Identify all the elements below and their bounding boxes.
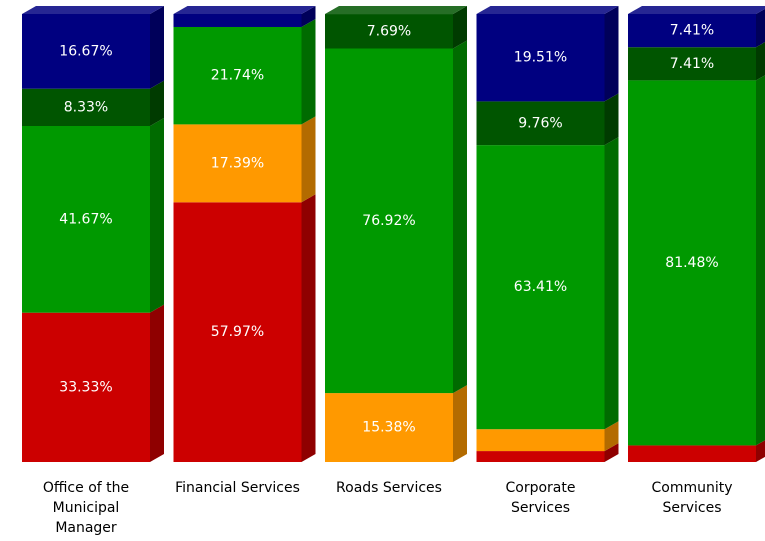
- data-label: 81.48%: [665, 255, 718, 271]
- bar-top: [173, 6, 316, 14]
- data-label: 19.51%: [514, 50, 567, 66]
- data-label: 7.69%: [367, 23, 411, 39]
- bar-top: [325, 6, 467, 15]
- x-tick-label: Financial Services: [175, 480, 300, 496]
- data-label: 63.41%: [514, 279, 567, 295]
- bar-side: [150, 80, 164, 126]
- bar-segment: [173, 26, 302, 125]
- data-label: 16.67%: [59, 43, 112, 59]
- x-tick-label: Corporate Services: [505, 480, 576, 516]
- bar-segment: [173, 14, 302, 27]
- bar-side: [150, 118, 164, 313]
- bar-segment: [628, 80, 756, 446]
- bar-segment: [22, 14, 150, 89]
- data-label: 57.97%: [211, 324, 264, 340]
- data-label: 15.38%: [362, 420, 415, 436]
- bar-segment: [173, 202, 302, 462]
- data-label: 7.41%: [670, 23, 714, 39]
- data-label: 21.74%: [211, 68, 264, 84]
- bar-segment: [325, 14, 453, 49]
- bar-side: [604, 421, 619, 452]
- bar-side: [756, 440, 765, 462]
- data-label: 76.92%: [362, 213, 415, 229]
- bar-segment: [628, 14, 756, 48]
- bar-top: [22, 6, 164, 14]
- x-tick-label: Office of the Municipal Manager: [42, 480, 130, 536]
- bar-segment: [476, 451, 605, 462]
- data-label: 41.67%: [59, 211, 112, 227]
- bar-side: [604, 137, 619, 430]
- bar-side: [756, 8, 765, 48]
- bar-segment: [476, 14, 605, 102]
- bar-top: [628, 6, 765, 14]
- bar-segment: [325, 48, 453, 394]
- bar-side: [301, 194, 316, 462]
- data-label: 17.39%: [211, 155, 264, 171]
- bar-top: [476, 6, 619, 14]
- bar-side: [604, 93, 619, 146]
- bar-segment: [476, 145, 605, 430]
- bar-segment: [628, 47, 756, 81]
- bar-side: [301, 18, 316, 125]
- bar-side: [453, 40, 467, 394]
- bar-side: [604, 443, 619, 462]
- data-label: 9.76%: [518, 115, 562, 131]
- data-label: 33.33%: [59, 379, 112, 395]
- bar-segment: [325, 393, 453, 462]
- x-tick-label: Roads Services: [336, 480, 442, 496]
- bar-side: [301, 116, 316, 203]
- x-tick-label: Community Services: [651, 480, 733, 516]
- bar-segment: [22, 126, 150, 313]
- bar-segment: [476, 429, 605, 452]
- data-label: 8.33%: [64, 99, 108, 115]
- bar-side: [604, 6, 619, 102]
- bar-side: [756, 42, 765, 81]
- bar-segment: [22, 312, 150, 462]
- bar-segment: [173, 124, 302, 203]
- bar-segment: [628, 445, 756, 462]
- bar-side: [150, 6, 164, 89]
- bar-segment: [22, 88, 150, 126]
- bar-side: [453, 6, 467, 49]
- bar-segment: [476, 101, 605, 146]
- bar-side: [301, 6, 316, 27]
- bar-side: [756, 75, 765, 446]
- data-label: 7.41%: [670, 56, 714, 72]
- bar-side: [150, 304, 164, 462]
- bar-side: [453, 385, 467, 462]
